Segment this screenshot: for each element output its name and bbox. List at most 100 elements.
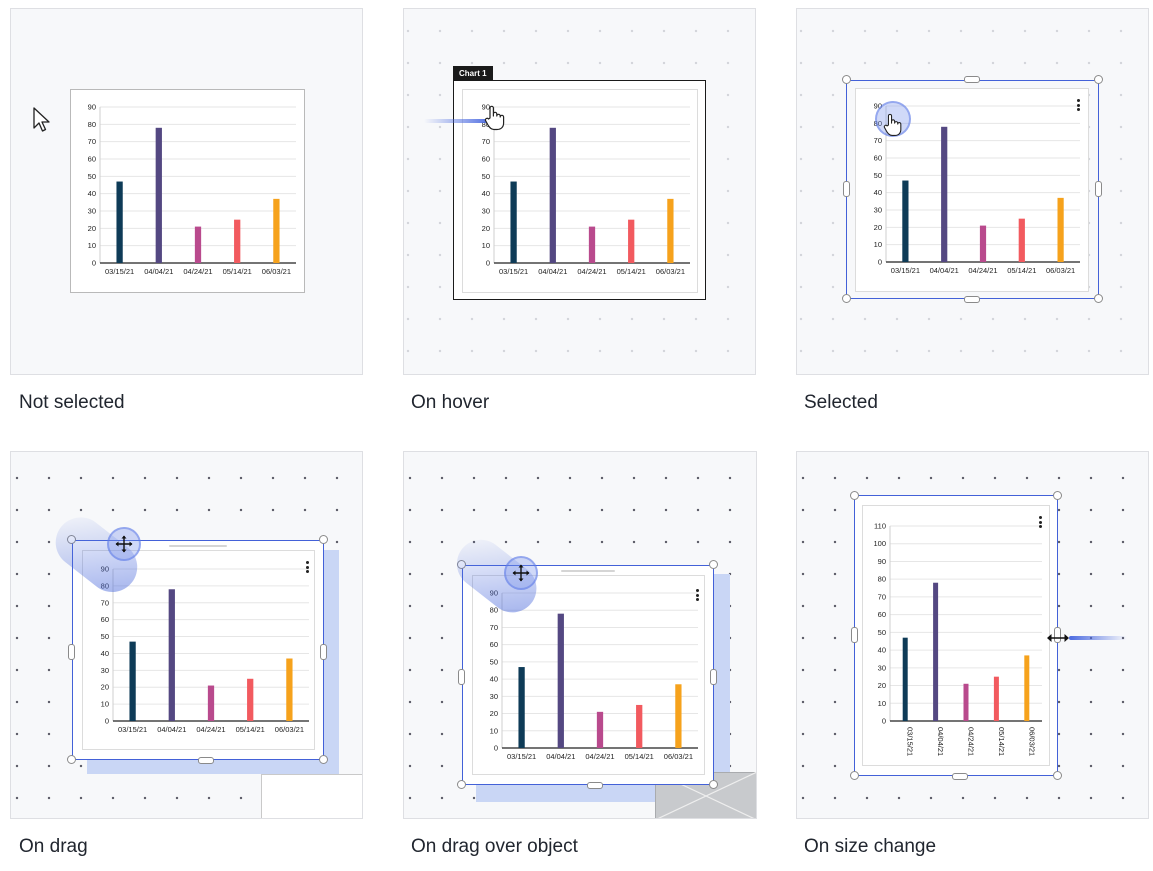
y-tick-label: 10 <box>490 726 498 735</box>
resize-handle-top-left[interactable] <box>842 75 851 84</box>
resize-handle-bottom-right[interactable] <box>319 755 328 764</box>
bar <box>273 198 280 263</box>
resize-handle-left[interactable] <box>851 627 858 643</box>
caption-on-hover: On hover <box>411 392 490 413</box>
y-tick-label: 10 <box>101 700 109 709</box>
chart-card[interactable]: 0 10 20 30 40 50 60 70 80 90 03/15/21 04/04/21 04/24… <box>70 89 305 293</box>
bar <box>596 711 604 748</box>
y-tick-label: 50 <box>88 172 96 181</box>
resize-handle-bottom-left[interactable] <box>67 755 76 764</box>
x-tick-label: 03/15/21 <box>906 727 915 756</box>
resize-handle-top[interactable] <box>964 76 980 83</box>
drag-grip[interactable] <box>169 545 227 547</box>
y-tick-label: 20 <box>101 683 109 692</box>
resize-handle-top-right[interactable] <box>319 535 328 544</box>
resize-handle-bottom[interactable] <box>952 773 968 780</box>
x-tick-label: 05/14/21 <box>997 727 1006 756</box>
y-tick-label: 10 <box>88 241 96 250</box>
kebab-menu-icon[interactable] <box>1039 516 1043 530</box>
resize-handle-right[interactable] <box>1054 627 1061 643</box>
bar <box>636 704 643 748</box>
y-tick-label: 90 <box>88 103 96 112</box>
y-tick-label: 40 <box>490 675 498 684</box>
x-tick-label: 05/14/21 <box>1007 266 1036 275</box>
y-tick-label: 30 <box>878 663 886 672</box>
y-tick-label: 30 <box>101 666 109 675</box>
kebab-menu-icon[interactable] <box>696 589 700 603</box>
bar <box>979 225 987 262</box>
kebab-menu-icon[interactable] <box>306 561 310 575</box>
caption-on-drag-over-object: On drag over object <box>411 836 578 857</box>
arrow-cursor-icon <box>33 107 50 132</box>
resize-handle-left[interactable] <box>458 669 465 685</box>
x-tick-label: 03/15/21 <box>118 725 147 734</box>
panel-on-hover: Chart 1 0 10 20 30 40 50 60 70 80 90 03/15/21 04/04… <box>403 8 756 375</box>
dragged-chart-frame[interactable]: 010203040506070809003/15/2104/04/2104/24… <box>462 565 714 785</box>
bar <box>1024 655 1030 721</box>
y-tick-label: 0 <box>494 744 498 753</box>
resize-handle-bottom-right[interactable] <box>1053 771 1062 780</box>
resize-handle-top-right[interactable] <box>1053 491 1062 500</box>
x-tick-label: 03/15/21 <box>105 267 134 276</box>
x-tick-label: 03/15/21 <box>499 267 528 276</box>
y-tick-label: 80 <box>88 120 96 129</box>
resizing-chart-frame[interactable]: 0 10 20 30 40 50 60 70 80 90 100 110 03/15/21 04/04/2… <box>854 495 1058 776</box>
y-tick-label: 0 <box>92 259 96 268</box>
bar <box>116 181 123 263</box>
chart-name-tag: Chart 1 <box>453 66 493 81</box>
resize-handle-top-right[interactable] <box>709 560 718 569</box>
y-tick-label: 60 <box>482 155 490 164</box>
x-tick-label: 04/24/21 <box>577 267 606 276</box>
resize-handle-top-left[interactable] <box>850 491 859 500</box>
x-tick-label: 06/03/21 <box>1027 727 1036 756</box>
y-tick-label: 80 <box>490 606 498 615</box>
bar <box>286 658 293 721</box>
kebab-menu-icon[interactable] <box>1077 99 1081 113</box>
y-tick-label: 20 <box>878 681 886 690</box>
x-tick-label: 04/04/21 <box>930 266 959 275</box>
x-tick-label: 04/24/21 <box>585 752 614 761</box>
y-tick-label: 70 <box>101 598 109 607</box>
y-tick-label: 80 <box>482 120 490 129</box>
y-tick-label: 60 <box>490 640 498 649</box>
y-tick-label: 30 <box>88 207 96 216</box>
resize-handle-left[interactable] <box>68 644 75 660</box>
y-tick-label: 70 <box>874 136 882 145</box>
bar-chart: 0 10 20 30 40 50 60 70 80 90 03/15/21 04/04/21 04/24… <box>482 103 690 276</box>
resize-handle-left[interactable] <box>843 181 850 197</box>
bar <box>549 127 556 263</box>
bar <box>941 126 948 262</box>
resize-handle-right[interactable] <box>1095 181 1102 197</box>
y-tick-label: 80 <box>878 575 886 584</box>
resize-handle-right[interactable] <box>710 669 717 685</box>
drag-grip[interactable] <box>561 570 615 572</box>
resize-handle-bottom-left[interactable] <box>842 294 851 303</box>
resize-handle-top-right[interactable] <box>1094 75 1103 84</box>
resize-handle-bottom-left[interactable] <box>850 771 859 780</box>
bar <box>168 589 175 721</box>
bar <box>518 667 525 748</box>
x-tick-label: 06/03/21 <box>1046 266 1075 275</box>
resize-handle-bottom[interactable] <box>198 757 214 764</box>
x-tick-label: 06/03/21 <box>275 725 304 734</box>
x-tick-label: 05/14/21 <box>223 267 252 276</box>
bar <box>588 226 596 263</box>
resize-handle-right[interactable] <box>320 644 327 660</box>
bar <box>510 181 517 263</box>
resize-handle-bottom[interactable] <box>964 296 980 303</box>
y-tick-label: 70 <box>490 623 498 632</box>
bar <box>234 219 241 263</box>
y-tick-label: 60 <box>878 610 886 619</box>
move-arrows-icon <box>512 564 530 582</box>
bar <box>667 198 674 263</box>
resize-handle-bottom-right[interactable] <box>1094 294 1103 303</box>
resize-handle-bottom-left[interactable] <box>457 780 466 789</box>
resize-handle-bottom-right[interactable] <box>709 780 718 789</box>
resize-handle-bottom[interactable] <box>587 782 603 789</box>
bar <box>902 180 909 262</box>
y-tick-label: 0 <box>882 717 886 726</box>
y-tick-label: 90 <box>874 102 882 111</box>
x-tick-label: 06/03/21 <box>656 267 685 276</box>
x-tick-label: 04/24/21 <box>967 727 976 756</box>
y-tick-label: 50 <box>101 632 109 641</box>
